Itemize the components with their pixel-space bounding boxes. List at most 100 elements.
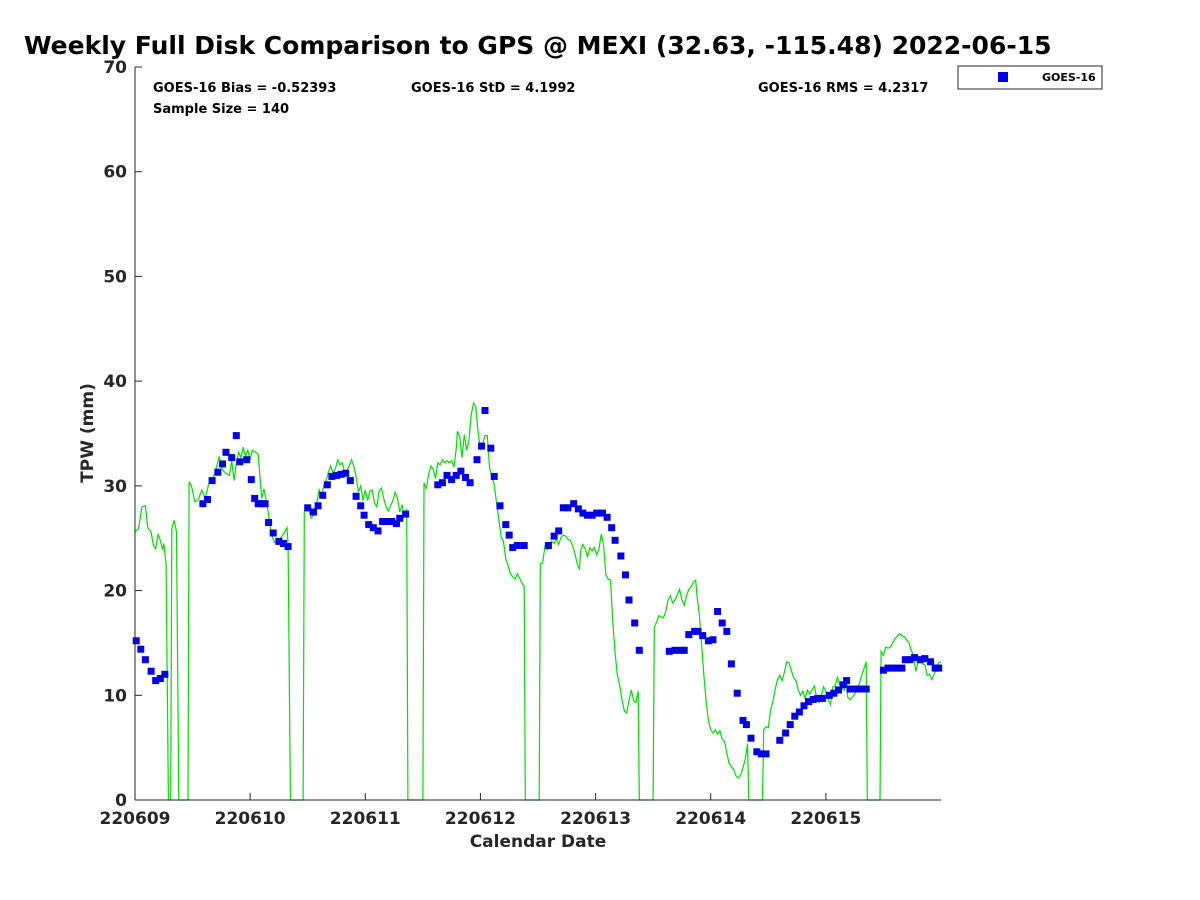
goes16-point xyxy=(839,681,847,689)
goes16-point xyxy=(251,494,259,502)
x-tick-label: 220609 xyxy=(100,809,171,829)
goes16-point xyxy=(513,542,521,549)
goes16-point xyxy=(222,448,230,456)
legend-box xyxy=(957,65,1103,90)
goes16-point xyxy=(747,734,755,742)
goes16-point xyxy=(611,536,619,544)
goes16-point xyxy=(814,694,822,702)
goes16-point xyxy=(280,540,287,547)
goes16-point xyxy=(584,511,591,519)
x-tick-label: 220613 xyxy=(560,809,631,829)
goes16-point xyxy=(496,502,504,510)
goes16-point xyxy=(846,685,854,693)
goes16-point xyxy=(699,632,707,640)
plot-background xyxy=(135,67,941,800)
stat-bias: GOES-16 Bias = -0.52393 xyxy=(153,81,336,96)
goes16-point xyxy=(243,456,251,464)
goes16-point xyxy=(141,656,149,664)
goes16-point xyxy=(261,500,269,508)
goes16-point xyxy=(809,696,817,703)
goes16-point xyxy=(505,531,513,539)
goes16-point xyxy=(588,511,596,519)
goes16-point xyxy=(635,646,643,654)
goes16-point xyxy=(369,524,377,532)
goes16-point xyxy=(275,537,283,545)
y-axis-ticks: 0 10 20 30 40 50 60 70 xyxy=(103,58,142,811)
goes16-point xyxy=(927,658,935,666)
goes16-point xyxy=(617,552,625,560)
goes16-point xyxy=(825,691,833,699)
goes16-point xyxy=(800,702,808,710)
y-axis-label: TPW (mm) xyxy=(78,383,98,483)
goes16-point xyxy=(284,543,292,551)
goes16-point xyxy=(502,521,510,529)
goes16-point xyxy=(574,505,582,513)
legend: GOES-16 xyxy=(957,65,1103,90)
goes16-point xyxy=(685,631,693,639)
goes16-point xyxy=(791,712,799,720)
goes16-point xyxy=(795,708,803,716)
goes16-point xyxy=(434,481,442,489)
goes16-point xyxy=(570,500,578,508)
goes16-point xyxy=(137,645,145,653)
goes16-point xyxy=(704,637,712,645)
goes16-point xyxy=(520,542,528,549)
goes16-point xyxy=(337,470,345,478)
legend-label-goes16: GOES-16 xyxy=(1042,71,1096,84)
goes16-point xyxy=(161,670,169,678)
goes16-point xyxy=(906,656,914,664)
goes16-point xyxy=(753,748,761,756)
goes16-point xyxy=(911,654,918,662)
goes16-point xyxy=(757,750,765,758)
goes16-point xyxy=(247,476,255,484)
goes16-point xyxy=(352,492,360,500)
y-tick-label: 40 xyxy=(103,372,127,392)
goes16-point xyxy=(304,504,312,512)
goes16-point xyxy=(152,677,160,685)
x-tick-label: 220614 xyxy=(675,809,746,829)
goes16-point xyxy=(603,513,611,521)
goes16-point xyxy=(622,571,629,579)
goes16-point xyxy=(762,750,770,758)
goes16-point xyxy=(935,664,943,672)
goes16-point xyxy=(709,636,717,644)
goes16-point xyxy=(776,736,784,744)
y-tick-label: 0 xyxy=(115,791,127,811)
goes16-point xyxy=(727,660,735,668)
x-tick-label: 220615 xyxy=(790,809,861,829)
goes16-point xyxy=(323,481,331,489)
stat-sample-size: Sample Size = 140 xyxy=(153,102,289,117)
goes16-point xyxy=(579,509,587,517)
goes16-point xyxy=(509,544,517,552)
goes16-point xyxy=(835,686,842,694)
goes16-point xyxy=(544,542,552,549)
goes16-point xyxy=(314,502,322,510)
goes16-point xyxy=(921,655,929,663)
y-tick-label: 20 xyxy=(103,582,127,602)
stat-rms: GOES-16 RMS = 4.2317 xyxy=(758,81,928,96)
goes16-point xyxy=(550,532,558,540)
goes16-point xyxy=(608,524,616,532)
goes16-point xyxy=(786,721,794,729)
goes16-point xyxy=(680,646,688,654)
y-tick-label: 10 xyxy=(103,686,127,706)
goes16-point xyxy=(884,664,892,672)
goes16-point xyxy=(481,407,489,414)
x-tick-label: 220610 xyxy=(215,809,286,829)
gps-line-group xyxy=(134,401,942,801)
goes16-point xyxy=(236,458,244,466)
goes16-point xyxy=(310,508,317,516)
legend-marker-goes16 xyxy=(998,72,1008,82)
goes16-point xyxy=(478,442,486,450)
goes16-point xyxy=(862,685,870,693)
goes16-point xyxy=(156,675,164,682)
goes16-point xyxy=(490,472,498,480)
goes16-point xyxy=(392,520,400,528)
goes16-point xyxy=(879,666,887,674)
goes16-point xyxy=(599,509,606,517)
goes16-point xyxy=(374,527,382,535)
goes16-point xyxy=(559,504,567,512)
plot-area: 0 10 20 30 40 50 60 70 220609 220610 220611 220612… xyxy=(100,58,943,829)
goes16-point xyxy=(723,627,731,635)
